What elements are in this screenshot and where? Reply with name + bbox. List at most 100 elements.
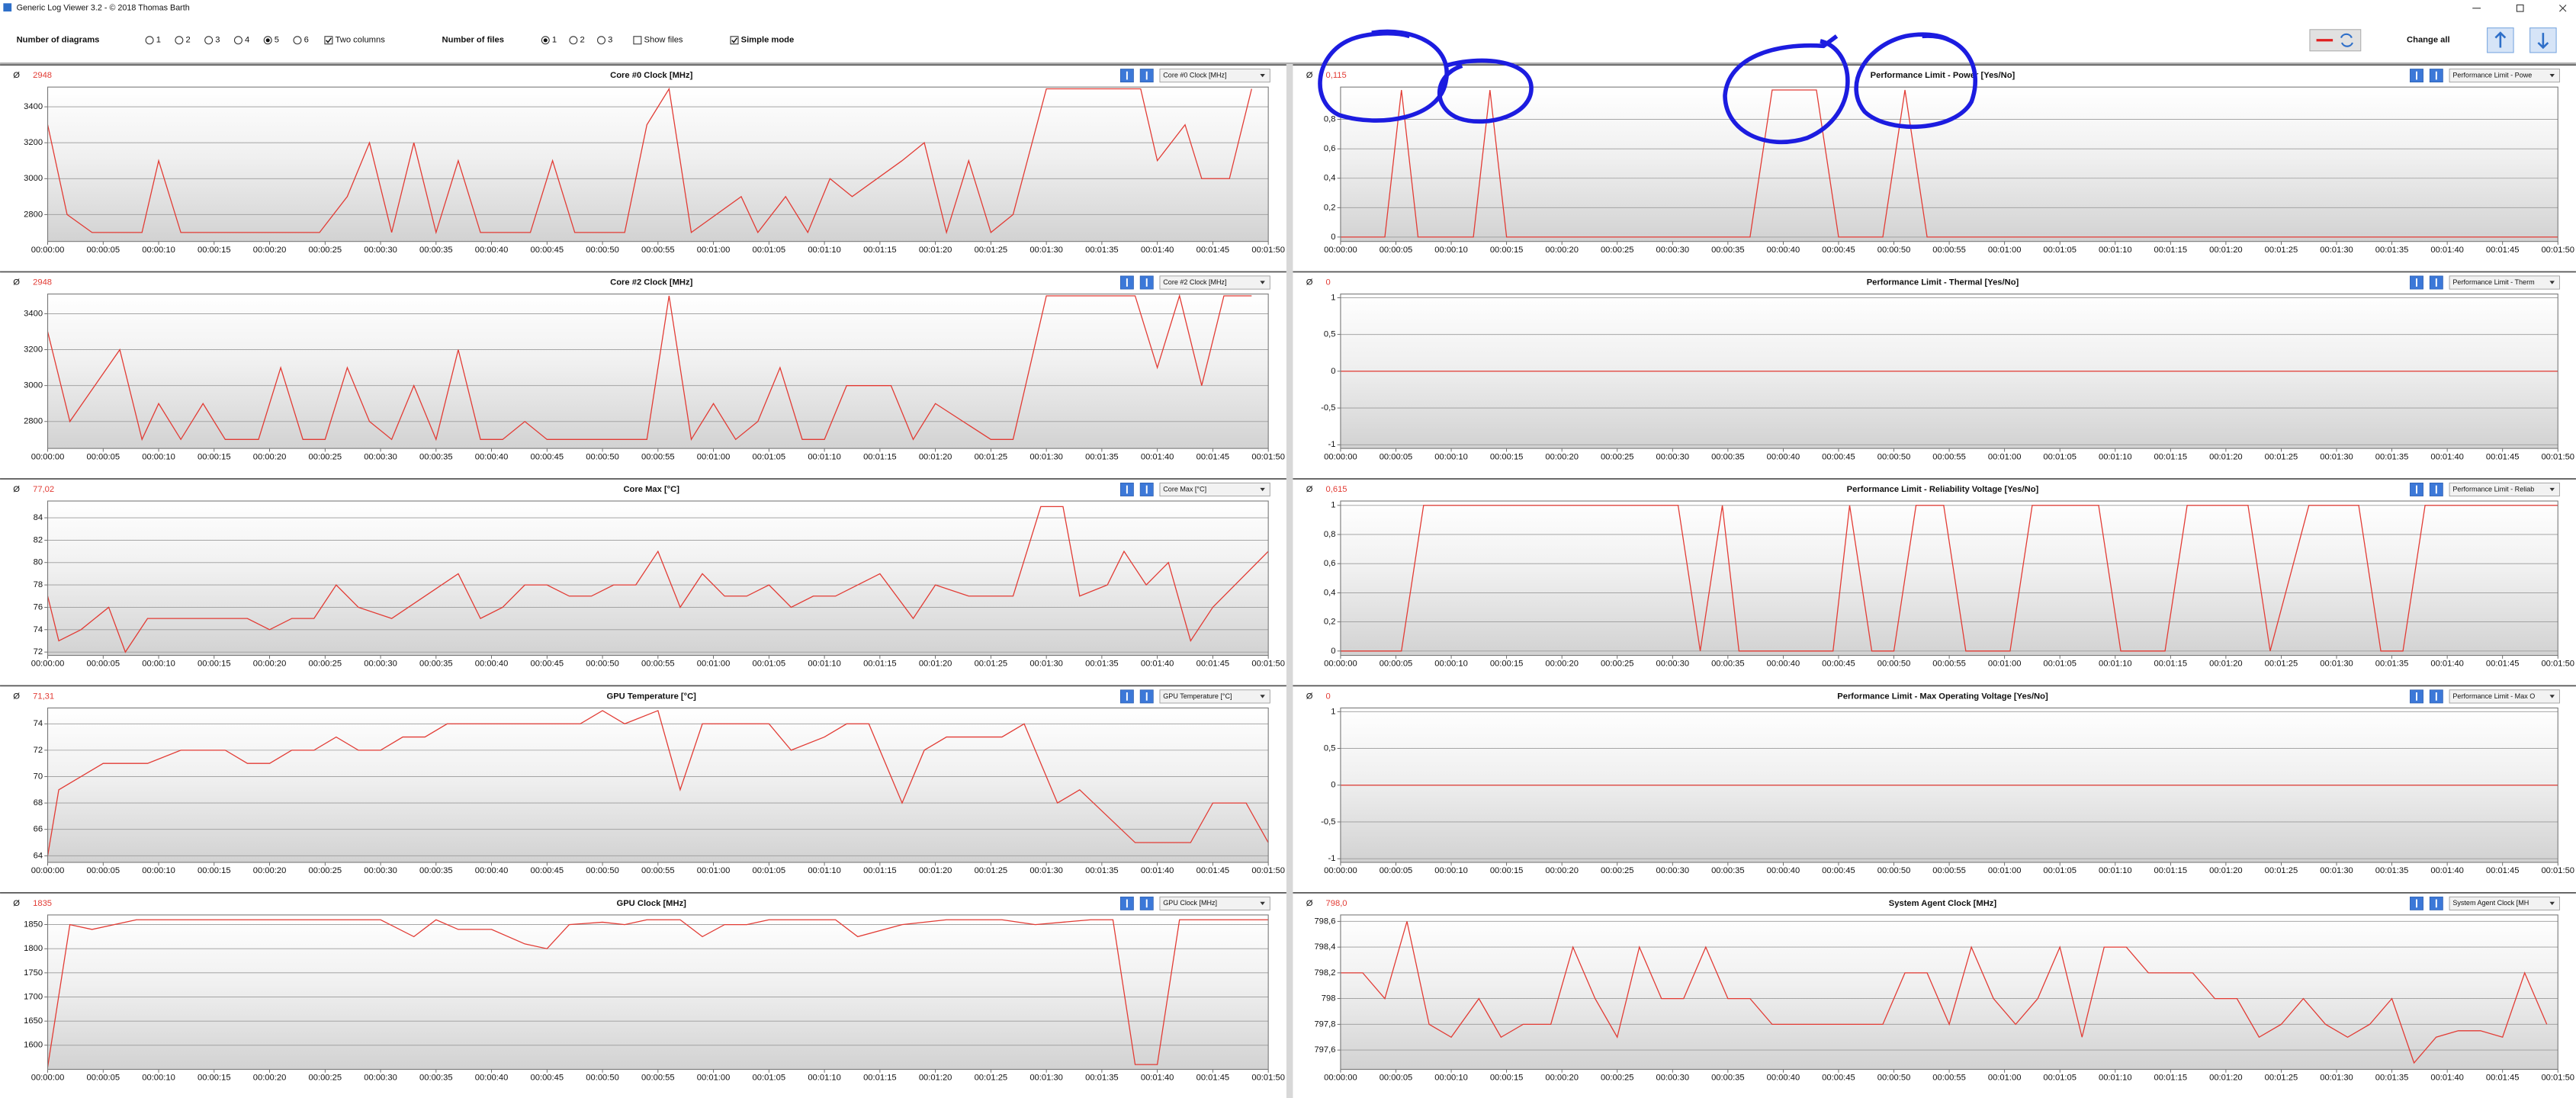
y-tick-label: 68 [34, 798, 43, 807]
annotation-circle [1318, 29, 1449, 123]
avg-symbol: Ø [1306, 71, 1313, 80]
signal-selector[interactable] [2449, 896, 2560, 910]
signal-selector[interactable] [1159, 896, 1270, 910]
x-tick-label: 00:01:15 [2154, 246, 2188, 255]
y-tick-label: 1650 [24, 1016, 43, 1026]
x-tick-label: 00:01:15 [2154, 660, 2188, 669]
x-tick-label: 00:01:45 [2486, 660, 2520, 669]
y-tick-label: 798,2 [1314, 968, 1335, 978]
x-tick-label: 00:00:05 [1380, 1074, 1413, 1083]
x-tick-label: 00:01:05 [2043, 1074, 2077, 1083]
column-splitter[interactable] [1286, 64, 1293, 1098]
x-tick-label: 00:00:40 [1767, 660, 1800, 669]
chart-title: Performance Limit - Power [Yes/No] [1871, 71, 2016, 80]
plot-area [47, 294, 1269, 449]
signal-selector[interactable] [1159, 69, 1270, 83]
x-tick-label: 00:00:40 [1767, 452, 1800, 461]
signal-selector[interactable] [1159, 275, 1270, 290]
y-tick-label: 1 [1331, 293, 1335, 302]
checkbox[interactable] [633, 36, 642, 45]
plot-area [1340, 87, 2558, 242]
x-tick-label: 00:00:35 [1711, 1074, 1745, 1083]
selector-text: GPU Temperature [°C] [1163, 692, 1232, 700]
radio-button[interactable] [569, 36, 578, 45]
y-tick-label: 3400 [24, 102, 43, 111]
avg-symbol: Ø [13, 692, 20, 701]
radio-button[interactable] [204, 36, 214, 45]
x-tick-label: 00:01:05 [753, 246, 786, 255]
x-tick-label: 00:00:50 [1877, 1074, 1911, 1083]
radio-label: 1 [156, 36, 161, 45]
x-tick-label: 00:01:40 [2430, 246, 2464, 255]
signal-selector[interactable] [2449, 482, 2560, 497]
x-tick-label: 00:00:10 [1434, 660, 1468, 669]
y-tick-label: 82 [34, 535, 43, 544]
x-tick-label: 00:01:30 [2320, 660, 2353, 669]
x-tick-label: 00:00:55 [641, 1074, 675, 1083]
x-tick-label: 00:00:10 [1434, 452, 1468, 461]
diagrams-label: Number of diagrams [17, 36, 100, 45]
x-tick-label: 00:00:55 [641, 660, 675, 669]
y-tick-label: 1750 [24, 968, 43, 978]
x-tick-label: 00:00:05 [87, 866, 120, 875]
radio-button[interactable] [293, 36, 302, 45]
radio-label: 4 [245, 36, 249, 45]
annotations [1318, 29, 1977, 145]
radio-button[interactable] [597, 36, 606, 45]
signal-selector[interactable] [2449, 69, 2560, 83]
average-value: 798,0 [1326, 899, 1347, 908]
x-tick-label: 00:01:20 [919, 452, 952, 461]
x-tick-label: 00:01:20 [2209, 866, 2243, 875]
selector-arrow [1260, 281, 1265, 284]
checkbox-label: Simple mode [741, 36, 795, 45]
x-tick-label: 00:00:25 [1601, 452, 1634, 461]
selector-text: Core Max [°C] [1163, 485, 1206, 493]
data-line [47, 710, 1269, 856]
radio-button[interactable] [233, 36, 243, 45]
selector-text: Performance Limit - Therm [2452, 278, 2534, 286]
x-tick-label: 00:01:45 [2486, 866, 2520, 875]
signal-selector[interactable] [1159, 689, 1270, 704]
x-tick-label: 00:00:15 [198, 246, 231, 255]
signal-selector[interactable] [2449, 689, 2560, 704]
selector-arrow [2549, 901, 2555, 906]
x-tick-label: 00:01:05 [753, 1074, 786, 1083]
x-tick-label: 00:00:25 [1601, 660, 1634, 669]
x-tick-label: 00:00:10 [1434, 1074, 1468, 1083]
y-tick-label: 3400 [24, 309, 43, 318]
x-tick-label: 00:00:30 [364, 452, 397, 461]
radio-button[interactable] [175, 36, 184, 45]
x-tick-label: 00:00:15 [1490, 660, 1524, 669]
y-tick-label: 1600 [24, 1041, 43, 1050]
refresh-icon [2340, 33, 2353, 47]
data-line [1340, 89, 2558, 238]
signal-selector[interactable] [1159, 482, 1270, 497]
average-value: 1835 [33, 899, 52, 908]
checkbox[interactable] [324, 36, 333, 45]
average-value: 77,02 [33, 485, 54, 494]
signal-selector[interactable] [2449, 275, 2560, 290]
x-tick-label: 00:01:30 [2320, 1074, 2353, 1083]
x-tick-label: 00:01:30 [1029, 866, 1063, 875]
y-tick-label: 0,8 [1324, 530, 1336, 539]
y-tick-label: 797,8 [1314, 1019, 1335, 1029]
x-tick-label: 00:00:55 [1932, 660, 1966, 669]
radio-button[interactable] [145, 36, 154, 45]
close-button[interactable] [2559, 5, 2567, 12]
data-line [47, 919, 1269, 1068]
change-all-label[interactable]: Change all [2407, 36, 2450, 45]
x-tick-label: 00:00:35 [1711, 866, 1745, 875]
checkbox[interactable] [730, 36, 739, 45]
x-tick-label: 00:00:30 [364, 1074, 397, 1083]
maximize-button[interactable] [2516, 4, 2524, 12]
x-tick-label: 00:00:25 [309, 1074, 342, 1083]
selector-arrow [1260, 487, 1265, 492]
x-tick-label: 00:00:40 [475, 866, 509, 875]
x-tick-label: 00:00:00 [31, 1074, 65, 1083]
x-tick-label: 00:00:05 [1380, 660, 1413, 669]
x-tick-label: 00:00:55 [1932, 866, 1966, 875]
x-tick-label: 00:00:55 [1932, 452, 1966, 461]
selector-text: Performance Limit - Reliab [2452, 485, 2534, 493]
avg-symbol: Ø [13, 71, 20, 80]
